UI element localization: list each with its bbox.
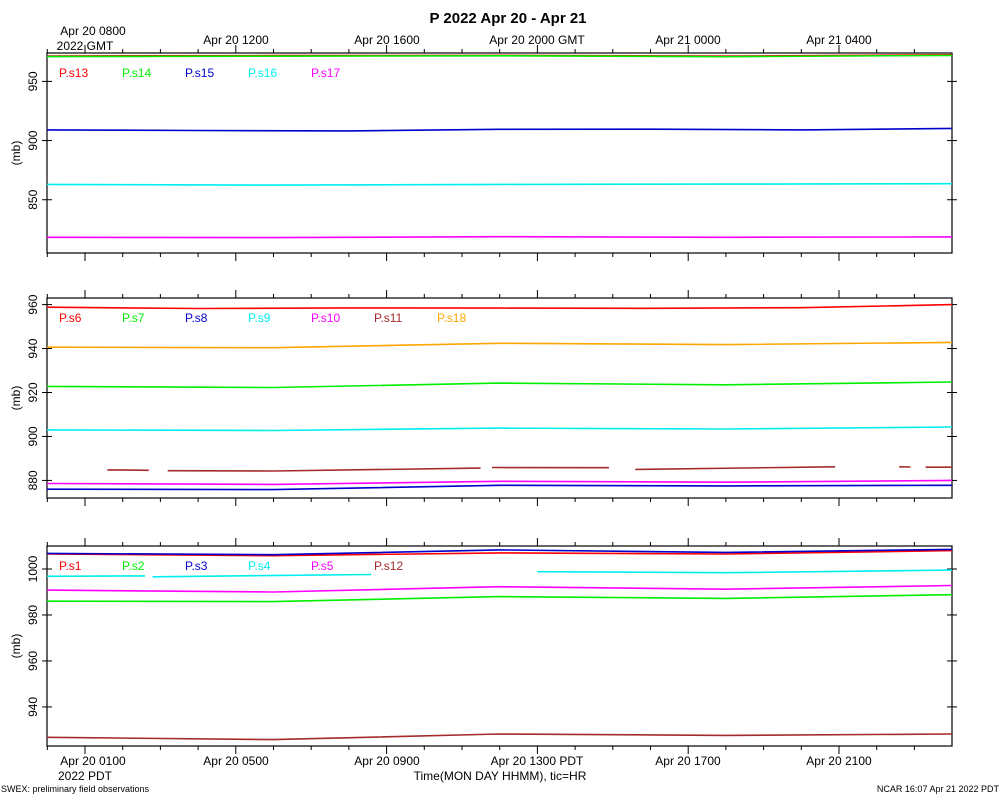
y-tick-label: 920 (26, 382, 40, 402)
series-line-p-s9 (46, 426, 953, 432)
series-line-p-s12 (46, 733, 953, 741)
legend-entry-p-s9: P.s9 (248, 311, 271, 325)
y-tick-label: 960 (26, 651, 40, 671)
chart-panels: 850 900 950 (mb) P.s13 P.s14 P.s15 P.s16 P.s17 88… (9, 45, 957, 754)
legend-entry-p-s14: P.s14 (122, 66, 151, 80)
top-axis-label: Apr 21 0000 (655, 33, 721, 47)
legend-entry-p-s8: P.s8 (185, 311, 208, 325)
footer-timestamp: NCAR 16:07 Apr 21 2022 PDT (877, 784, 1000, 794)
panel-bottom: 940 960 980 1000 (mb) P.s1 P.s2 P.s3 P.s4 P.s5 P.s… (9, 538, 957, 754)
legend-entry-p-s4: P.s4 (248, 559, 271, 573)
top-axis-label: Apr 20 2000 GMT (489, 33, 585, 47)
panel-top: 850 900 950 (mb) P.s13 P.s14 P.s15 P.s16 P.s17 (9, 45, 957, 261)
series-line-p-s1 (46, 549, 953, 557)
y-tick-label: 1000 (26, 555, 40, 582)
series-line-p-s10 (46, 479, 953, 486)
series-line-p-s11 (635, 466, 836, 471)
bottom-axis-label: Apr 20 1700 (655, 754, 721, 768)
bottom-axis-first-label-line1: Apr 20 0100 (60, 754, 126, 768)
plot-frame (46, 52, 953, 254)
y-axis-title: (mb) (9, 634, 23, 659)
y-tick-label: 940 (26, 338, 40, 358)
legend-entry-p-s12: P.s12 (374, 559, 403, 573)
series-line-p-s4 (152, 573, 372, 578)
y-axis-title: (mb) (9, 141, 23, 166)
y-axis-title: (mb) (9, 386, 23, 411)
legend-entry-p-s3: P.s3 (185, 559, 208, 573)
legend-entry-p-s16: P.s16 (248, 66, 277, 80)
series-line-p-s17 (46, 235, 953, 239)
y-tick-label: 960 (26, 294, 40, 314)
legend-entry-p-s17: P.s17 (311, 66, 340, 80)
y-tick-label: 950 (26, 71, 40, 91)
bottom-axis-label: Apr 20 2100 (806, 754, 872, 768)
series-line-p-s14 (46, 54, 953, 58)
series-line-p-s8 (46, 484, 953, 491)
y-tick-label: 900 (26, 130, 40, 150)
series-line-p-s2 (46, 593, 953, 603)
legend-entry-p-s13: P.s13 (59, 66, 88, 80)
top-axis-first-label-line1: Apr 20 0800 (60, 24, 126, 38)
x-axis-title: Time(MON DAY HHMM), tic=HR (414, 769, 587, 783)
footer-note: SWEX: preliminary field observations (1, 784, 150, 794)
top-axis-label: Apr 20 1600 (354, 33, 420, 47)
top-axis-label: Apr 20 1200 (203, 33, 269, 47)
legend-entry-p-s15: P.s15 (185, 66, 214, 80)
bottom-axis-first-label-line2: 2022 PDT (58, 769, 113, 783)
bottom-axis-label: Apr 20 0900 (354, 754, 420, 768)
series-line-p-s16 (46, 182, 953, 186)
legend-entry-p-s18: P.s18 (437, 311, 466, 325)
legend-entry-p-s1: P.s1 (59, 559, 82, 573)
legend-entry-p-s10: P.s10 (311, 311, 340, 325)
series-line-p-s5 (46, 584, 953, 593)
legend-entry-p-s2: P.s2 (122, 559, 145, 573)
y-tick-label: 900 (26, 426, 40, 446)
series-line-p-s15 (46, 127, 953, 132)
series-line-p-s3 (46, 548, 953, 556)
legend-entry-p-s11: P.s11 (374, 311, 403, 325)
chart-title: P 2022 Apr 20 - Apr 21 (429, 10, 586, 27)
legend-entry-p-s6: P.s6 (59, 311, 82, 325)
y-tick-label: 880 (26, 470, 40, 490)
y-tick-label: 850 (26, 189, 40, 209)
legend-entry-p-s7: P.s7 (122, 311, 145, 325)
bottom-axis-label: Apr 20 0500 (203, 754, 269, 768)
series-line-p-s4 (537, 569, 953, 574)
y-tick-label: 980 (26, 605, 40, 625)
series-line-p-s11 (167, 467, 481, 472)
series-line-p-s18 (46, 341, 953, 349)
bottom-axis-label: Apr 20 1300 PDT (491, 754, 584, 768)
panel-middle: 880 900 920 940 960 (mb) P.s6 P.s7 P.s8 P.s9 P.s10… (9, 290, 957, 506)
y-tick-label: 940 (26, 697, 40, 717)
top-axis-label: Apr 21 0400 (806, 33, 872, 47)
series-line-p-s6 (46, 303, 953, 310)
legend-entry-p-s5: P.s5 (311, 559, 334, 573)
series-line-p-s7 (46, 381, 953, 389)
